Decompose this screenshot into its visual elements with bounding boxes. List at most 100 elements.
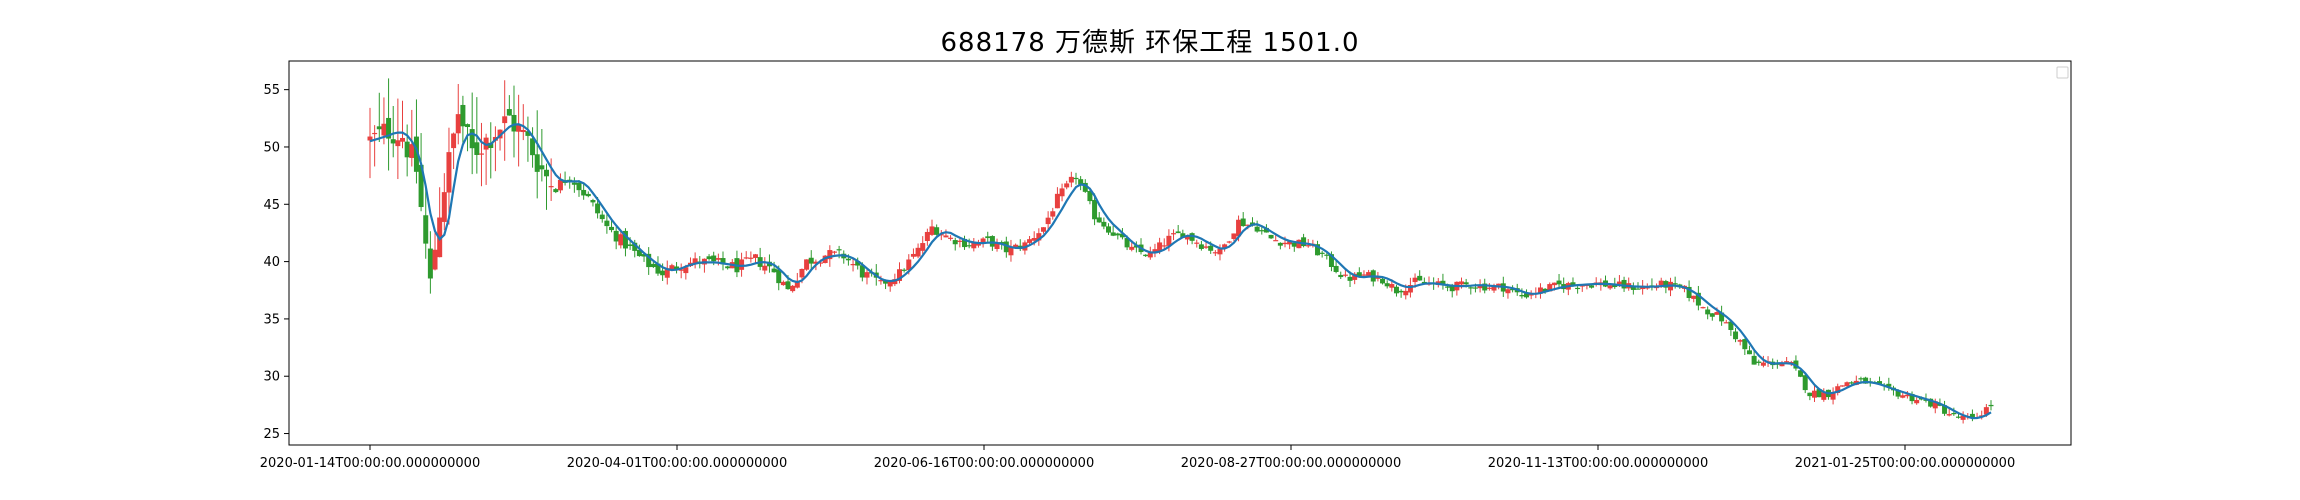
candle-body xyxy=(780,281,786,286)
candle-body xyxy=(920,243,926,251)
candle-body xyxy=(1909,393,1915,402)
candle-body xyxy=(1068,176,1074,183)
candle-body xyxy=(1352,273,1358,280)
candle-body xyxy=(994,242,1000,249)
candle-body xyxy=(1900,395,1906,398)
candle-body xyxy=(413,136,419,172)
candle-body xyxy=(762,265,768,271)
candle-body xyxy=(1895,390,1901,397)
candle-body xyxy=(1356,272,1362,277)
candle-body xyxy=(683,267,689,274)
candle-body xyxy=(488,142,494,148)
candle-body xyxy=(1616,281,1622,285)
candle-body xyxy=(725,266,731,269)
candle-body xyxy=(771,268,777,273)
candle-body xyxy=(985,236,991,239)
candle-body xyxy=(1050,211,1056,217)
x-tick-label: 2021-01-25T00:00:00.000000000 xyxy=(1795,456,2015,471)
y-tick-label: 25 xyxy=(263,427,280,442)
candle-body xyxy=(1254,226,1260,232)
candle-body xyxy=(1607,285,1613,289)
candle-body xyxy=(525,131,531,136)
candle-body xyxy=(502,116,508,124)
candle-body xyxy=(1589,285,1595,288)
y-tick-label: 50 xyxy=(263,140,280,155)
candle-body xyxy=(660,270,666,276)
candle-body xyxy=(1612,284,1618,288)
candle-body xyxy=(1946,414,1952,416)
candle-body xyxy=(794,280,800,288)
candle-body xyxy=(1338,274,1344,278)
candle-body xyxy=(831,251,837,253)
x-tick-label: 2020-06-16T00:00:00.000000000 xyxy=(874,456,1094,471)
candle-body xyxy=(534,154,540,172)
chart-title: 688178 万德斯 环保工程 1501.0 xyxy=(940,28,1360,58)
candle-body xyxy=(934,227,940,235)
candle-body xyxy=(915,247,921,257)
candle-body xyxy=(655,263,661,274)
candle-body xyxy=(1324,254,1330,256)
candle-body xyxy=(1045,217,1051,225)
candle-body xyxy=(1760,362,1766,366)
candle-body xyxy=(715,258,721,260)
candle-body xyxy=(1709,313,1715,317)
candle-body xyxy=(1477,284,1483,289)
candle-body xyxy=(1106,226,1112,233)
candle-body xyxy=(1798,370,1804,377)
candle-body xyxy=(962,238,968,248)
candle-body xyxy=(1983,407,1989,415)
candle-body xyxy=(1468,287,1474,289)
candle-body xyxy=(1960,415,1966,420)
candle-body xyxy=(1208,245,1214,251)
candle-body xyxy=(395,140,401,147)
candle-body xyxy=(497,129,503,139)
candle-body xyxy=(790,285,796,292)
candle-body xyxy=(1839,385,1845,387)
candle-body xyxy=(632,242,638,251)
candles-layer xyxy=(367,78,1994,424)
candle-body xyxy=(1621,279,1627,289)
candle-body xyxy=(1812,390,1818,398)
candle-body xyxy=(1505,289,1511,294)
candle-body xyxy=(1027,239,1033,243)
candle-body xyxy=(1421,281,1427,284)
candle-body xyxy=(859,265,865,278)
candle-body xyxy=(808,257,814,264)
candle-body xyxy=(1333,265,1339,272)
candle-body xyxy=(1389,284,1395,288)
candle-body xyxy=(1384,283,1390,287)
candle-body xyxy=(1236,219,1242,237)
candle-body xyxy=(483,137,489,150)
candle-body xyxy=(367,136,373,141)
candle-body xyxy=(1932,401,1938,409)
candle-body xyxy=(543,169,549,177)
candle-body xyxy=(1287,241,1293,245)
candle-body xyxy=(776,269,782,284)
candle-body xyxy=(804,259,810,270)
plot-frame xyxy=(288,60,2072,446)
candle-body xyxy=(571,182,577,185)
candle-body xyxy=(910,253,916,257)
candle-body xyxy=(855,260,861,266)
candle-body xyxy=(1161,245,1167,247)
candle-body xyxy=(1686,286,1692,298)
candle-body xyxy=(1263,227,1269,233)
candle-body xyxy=(1096,217,1102,223)
candle-body xyxy=(409,144,415,158)
candle-body xyxy=(892,279,898,285)
candle-body xyxy=(590,200,596,203)
candle-body xyxy=(1575,287,1581,290)
candle-body xyxy=(372,132,378,135)
candle-body xyxy=(1259,230,1265,232)
candle-body xyxy=(595,203,601,214)
candle-body xyxy=(465,124,471,128)
candle-body xyxy=(1844,382,1850,387)
candle-body xyxy=(864,272,870,278)
y-tick-label: 40 xyxy=(263,255,280,270)
candle-body xyxy=(1695,292,1701,306)
candle-body xyxy=(1849,382,1855,384)
candle-body xyxy=(1746,350,1752,355)
candle-body xyxy=(1835,386,1841,393)
candle-body xyxy=(1802,375,1808,391)
candle-body xyxy=(1486,287,1492,289)
